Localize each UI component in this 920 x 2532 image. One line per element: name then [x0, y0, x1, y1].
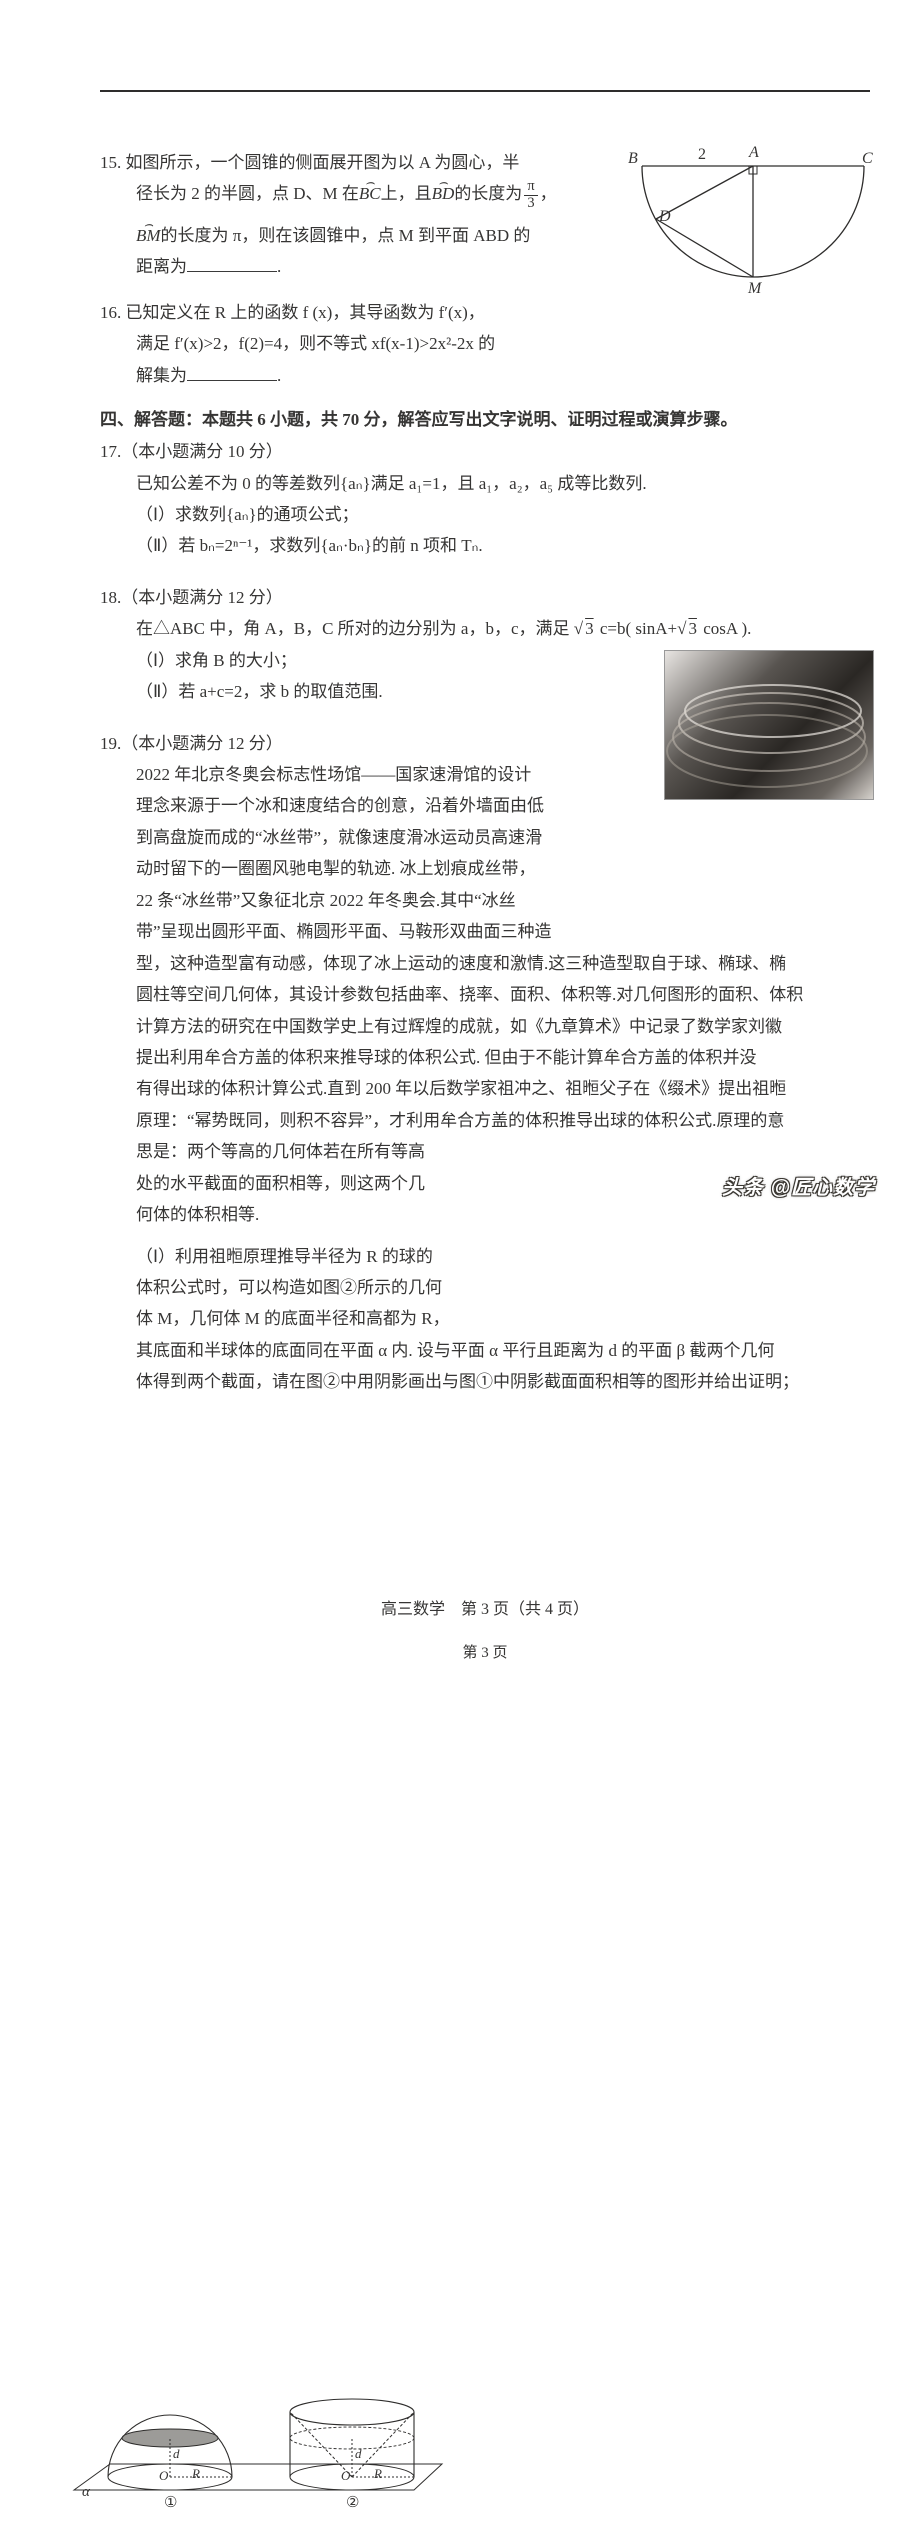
q19-l9: 计算方法的研究在中国数学史上有过辉煌的成就，如《九章算术》中记录了数学家刘徽 [136, 1017, 782, 1036]
label-D: D [659, 208, 671, 226]
question-19: 19.（本小题满分 12 分） 2022 年北京冬奥会标志性场馆——国家速滑馆的… [100, 728, 870, 1398]
q19-l15: 何体的体积相等. [136, 1205, 259, 1224]
q19-p1c: 体 M，几何体 M 的底面半径和高都为 R， [136, 1309, 450, 1328]
q16-number: 16. [100, 303, 121, 322]
label-d2: d [355, 2446, 362, 2462]
q17-part2: （Ⅱ）若 bₙ=2ⁿ⁻¹，求数列{aₙ·bₙ}的前 n 项和 Tₙ. [100, 530, 870, 561]
question-16: 16. 已知定义在 R 上的函数 f (x)，其导函数为 f′(x)， 满足 f… [100, 297, 870, 391]
q19-l7: 型，这种造型富有动感，体现了冰上运动的速度和激情.这三种造型取自于球、椭球、椭 [136, 954, 786, 973]
q15-line4: 距离为 [136, 257, 187, 276]
label-alpha: α [82, 2484, 90, 2501]
q19-p1e: 体得到两个截面，请在图②中用阴影画出与图①中阴影截面面积相等的图形并给出证明； [136, 1372, 799, 1391]
q15-line1: 如图所示，一个圆锥的侧面展开图为以 A 为圆心，半 [126, 153, 520, 172]
label-R2: R [374, 2466, 382, 2482]
q19-diagram: α d O R ① d O R ② [62, 2372, 452, 2527]
q18-head: （本小题满分 12 分） [121, 588, 283, 607]
q18-line1c: cosA ). [699, 619, 751, 638]
q19-number: 19. [100, 734, 121, 753]
q15-blank [187, 255, 277, 272]
q19-l11: 有得出球的体积计算公式.直到 200 年以后数学家祖冲之、祖暅父子在《缀术》提出… [136, 1079, 786, 1098]
q18-sqrt3a: 3 [583, 619, 596, 638]
label-C: C [862, 150, 873, 168]
label-O1: O [159, 2468, 168, 2484]
q18-number: 18. [100, 588, 121, 607]
q15-arc-bc: BC [359, 184, 381, 203]
q15-line2b: 上，且 [381, 184, 432, 203]
q15-arc-bm: BM [136, 226, 161, 245]
label-R1: R [192, 2466, 200, 2482]
footer-text: 高三数学 第 3 页（共 4 页） [100, 1595, 870, 1619]
q16-line2: 满足 f′(x)>2，f(2)=4，则不等式 xf(x-1)>2x²-2x 的 [136, 334, 495, 353]
q15-line2a: 径长为 2 的半圆，点 D、M 在 [136, 184, 359, 203]
q15-line3: 的长度为 π，则在该圆锥中，点 M 到平面 ABD 的 [161, 226, 531, 245]
section-4-title: 四、解答题：本题共 6 小题，共 70 分，解答应写出文字说明、证明过程或演算步… [100, 405, 870, 430]
q17-part1: （Ⅰ）求数列{aₙ}的通项公式； [100, 499, 870, 530]
label-n1: ① [164, 2493, 177, 2512]
q16-blank [187, 364, 277, 381]
label-B: B [628, 150, 638, 168]
label-M: M [748, 280, 761, 298]
q15-arc-bd: BD [432, 184, 455, 203]
q19-head: （本小题满分 12 分） [121, 734, 283, 753]
label-d1: d [173, 2446, 180, 2462]
q19-l10: 提出利用牟合方盖的体积来推导球的体积公式. 但由于不能计算牟合方盖的体积并没 [136, 1048, 757, 1067]
q18-sqrt3b: 3 [686, 619, 699, 638]
question-17: 17.（本小题满分 10 分） 已知公差不为 0 的等差数列{aₙ}满足 a₁=… [100, 436, 870, 562]
q19-l6: 带”呈现出圆形平面、椭圆形平面、马鞍形双曲面三种造 [136, 922, 552, 941]
q19-p1a: （Ⅰ）利用祖暅原理推导半径为 R 的球的 [136, 1247, 433, 1266]
label-O2: O [341, 2468, 350, 2484]
watermark: 头条 @匠心数学 [722, 1171, 875, 1200]
q19-p1b: 体积公式时，可以构造如图②所示的几何 [136, 1278, 442, 1297]
q19-l13: 思是：两个等高的几何体若在所有等高 [136, 1142, 425, 1161]
q15-number: 15. [100, 153, 121, 172]
page-number: 第 3 页 [100, 1641, 870, 1662]
q19-l14: 处的水平截面的面积相等，则这两个几 [136, 1174, 425, 1193]
q19-l8: 圆柱等空间几何体，其设计参数包括曲率、挠率、面积、体积等.对几何图形的面积、体积 [136, 985, 803, 1004]
q19-l5: 22 条“冰丝带”又象征北京 2022 年冬奥会.其中“冰丝 [136, 891, 516, 910]
q15-frac: π3 [524, 179, 537, 212]
q17-number: 17. [100, 442, 121, 461]
q19-l1: 2022 年北京冬奥会标志性场馆——国家速滑馆的设计 [136, 765, 531, 784]
label-r2: 2 [698, 146, 706, 164]
q19-l2: 理念来源于一个冰和速度结合的创意，沿着外墙面由低 [136, 796, 544, 815]
q15-line2c: 的长度为 [454, 184, 522, 203]
q17-line1: 已知公差不为 0 的等差数列{aₙ}满足 a₁=1，且 a₁，a₂，a₅ 成等比… [100, 468, 870, 499]
label-A: A [749, 144, 759, 162]
q15-figure: B 2 A C D M [632, 148, 874, 303]
q16-line1: 已知定义在 R 上的函数 f (x)，其导函数为 f′(x)， [126, 303, 485, 322]
q18-line1b: c=b( sinA+ [596, 619, 678, 638]
q19-stadium-image [664, 650, 874, 800]
q18-line1a: 在△ABC 中，角 A，B，C 所对的边分别为 a，b，c，满足 [136, 619, 574, 638]
q17-head: （本小题满分 10 分） [121, 442, 283, 461]
label-n2: ② [346, 2493, 359, 2512]
q19-l4: 动时留下的一圈圈风驰电掣的轨迹. 冰上划痕成丝带， [136, 859, 536, 878]
q19-p1d: 其底面和半球体的底面同在平面 α 内. 设与平面 α 平行且距离为 d 的平面 … [136, 1341, 774, 1360]
q19-l3: 到高盘旋而成的“冰丝带”，就像速度滑冰运动员高速滑 [136, 828, 542, 847]
q19-l12: 原理：“幂势既同，则积不容异”，才利用牟合方盖的体积推导出球的体积公式.原理的意 [136, 1111, 784, 1130]
q16-line3: 解集为 [136, 366, 187, 385]
